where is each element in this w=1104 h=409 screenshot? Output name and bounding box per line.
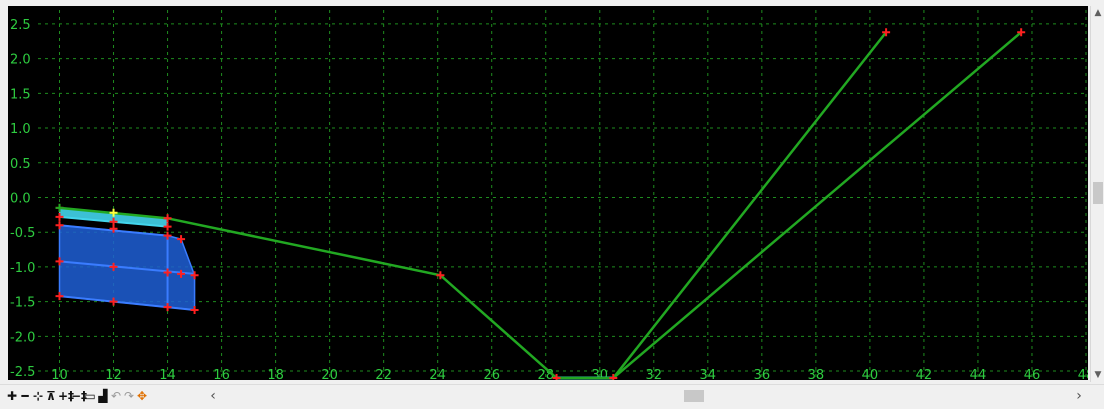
view-toolbar: ✚ ━ ⊹ ⊼ +‡ −‡ ▭ ▟ ↶ ↷ ✥ ‹ › <box>0 384 1104 409</box>
y-tick-label: 0.5 <box>10 157 31 172</box>
vertex-point <box>163 222 172 231</box>
x-tick-label: 14 <box>159 368 176 380</box>
horizontal-scroll-thumb[interactable] <box>684 390 704 402</box>
x-tick-label: 22 <box>375 368 392 380</box>
vertical-scroll-thumb[interactable] <box>1093 182 1103 204</box>
scroll-down-icon[interactable]: ▼ <box>1094 370 1102 380</box>
vertex-point <box>609 374 618 380</box>
x-tick-label: 16 <box>213 368 230 380</box>
redo-icon[interactable]: ↷ <box>123 389 135 403</box>
plot-background <box>8 6 1088 380</box>
x-tick-label: 10 <box>51 368 68 380</box>
zoom-out-icon[interactable]: ━ <box>21 389 29 403</box>
y-tick-label: 0.0 <box>10 191 31 206</box>
scroll-up-icon[interactable]: ▲ <box>1094 8 1102 18</box>
profile-line <box>612 31 1022 379</box>
y-tick-label: -2.5 <box>10 365 35 380</box>
vertex-point <box>436 271 445 280</box>
y-tick-label: -0.5 <box>10 226 35 241</box>
vertex-point <box>109 224 118 233</box>
x-tick-label: 20 <box>321 368 338 380</box>
vertex-point <box>109 262 118 271</box>
vertex-point <box>177 235 186 244</box>
window-icon[interactable]: ▭ <box>84 389 96 403</box>
undo-icon[interactable]: ↶ <box>110 389 122 403</box>
x-tick-label: 24 <box>429 368 446 380</box>
scroll-left-icon[interactable]: ‹ <box>210 388 216 404</box>
selected-point <box>109 208 118 217</box>
y-tick-label: -1.0 <box>10 261 35 276</box>
scroll-right-icon[interactable]: › <box>1076 388 1082 404</box>
zoom-out-detail-icon[interactable]: −‡ <box>71 389 88 403</box>
zoom-extents-icon[interactable]: ⊼ <box>46 389 56 403</box>
start-point <box>55 203 64 212</box>
vertex-point <box>552 374 561 380</box>
snap-icon[interactable]: ✥ <box>136 389 148 403</box>
y-tick-label: 2.5 <box>10 18 31 33</box>
vertex-point <box>109 217 118 226</box>
vertex-point <box>163 231 172 240</box>
layer-segment <box>59 295 195 311</box>
x-tick-label: 26 <box>483 368 500 380</box>
vertex-point <box>190 271 199 280</box>
horizontal-scrollbar[interactable]: ‹ › <box>206 388 1086 404</box>
chart-icon[interactable]: ▟ <box>98 389 108 403</box>
vertex-point <box>55 212 64 221</box>
zoom-window-icon[interactable]: ⊹ <box>32 389 44 403</box>
zoom-in-detail-icon[interactable]: +‡ <box>58 389 75 403</box>
vertex-point <box>55 221 64 230</box>
vertex-point <box>177 269 186 278</box>
plot-area[interactable]: 2.5 2.0 1.5 1.0 0.5 0.0 -0.5 -1.0 -1.5 -2.0 -2.5 10… <box>8 6 1088 380</box>
layer-segment <box>59 260 195 275</box>
x-tick-label: 42 <box>916 368 933 380</box>
vertex-point <box>163 214 172 223</box>
tool-icons: ✚ ━ ⊹ ⊼ +‡ −‡ ▭ ▟ ↶ ↷ ✥ <box>6 388 148 404</box>
x-tick-label: 48 <box>1078 368 1088 380</box>
vertex-point <box>190 305 199 314</box>
y-tick-label: 2.0 <box>10 53 31 68</box>
x-tick-label: 32 <box>646 368 663 380</box>
y-tick-label: -2.0 <box>10 330 35 345</box>
vertex-point <box>882 28 891 37</box>
profile-line <box>59 31 888 380</box>
y-tick-label: 1.5 <box>10 87 31 102</box>
vertex-point <box>109 297 118 306</box>
y-tick-label: 1.0 <box>10 122 31 137</box>
vertex-point <box>55 257 64 266</box>
vertex-point <box>1017 28 1026 37</box>
x-tick-label: 36 <box>754 368 771 380</box>
y-tick-label: -1.5 <box>10 296 35 311</box>
x-tick-label: 38 <box>808 368 825 380</box>
vertex-point <box>55 292 64 301</box>
x-tick-label: 44 <box>970 368 987 380</box>
vertex-point <box>163 268 172 277</box>
zoom-in-icon[interactable]: ✚ <box>6 389 18 403</box>
x-tick-label: 40 <box>862 368 879 380</box>
x-tick-label: 34 <box>700 368 717 380</box>
cross-section-plot[interactable]: 2.5 2.0 1.5 1.0 0.5 0.0 -0.5 -1.0 -1.5 -2.0 -2.5 10… <box>8 6 1088 380</box>
x-tick-label: 12 <box>105 368 122 380</box>
vertex-point <box>163 303 172 312</box>
x-tick-label: 46 <box>1024 368 1041 380</box>
x-tick-label: 18 <box>267 368 284 380</box>
vertical-scrollbar[interactable]: ▲ ▼ <box>1090 6 1104 382</box>
